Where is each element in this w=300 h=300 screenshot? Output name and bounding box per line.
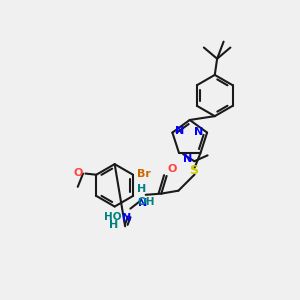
Text: Br: Br	[137, 169, 151, 178]
Text: O: O	[74, 168, 83, 178]
Text: OH: OH	[137, 197, 154, 207]
Text: S: S	[190, 164, 199, 177]
Text: N: N	[138, 198, 147, 208]
Text: N: N	[122, 213, 131, 223]
Text: H: H	[137, 184, 146, 194]
Text: N: N	[194, 127, 203, 137]
Text: H: H	[110, 220, 118, 230]
Text: O: O	[168, 164, 177, 174]
Text: N: N	[183, 154, 192, 164]
Text: HO: HO	[103, 212, 121, 222]
Text: N: N	[175, 126, 184, 136]
